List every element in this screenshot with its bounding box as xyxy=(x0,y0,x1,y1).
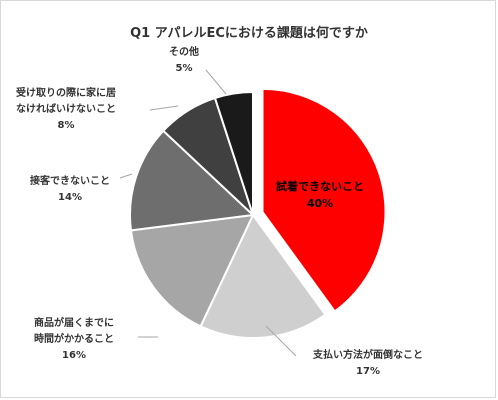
leader-line-4 xyxy=(119,173,133,179)
slice-value-label-3: 16% xyxy=(62,350,86,361)
leader-line-6 xyxy=(205,69,227,95)
pie-slice-2 xyxy=(199,213,327,339)
slice-category-label-2: 支払い方法が面倒なこと xyxy=(312,348,423,361)
slice-value-label-1: 40% xyxy=(307,197,333,210)
pie-slice-4 xyxy=(129,129,256,232)
pie-slice-3 xyxy=(129,213,255,328)
slice-category-label-3: 時間がかかること xyxy=(34,332,114,345)
slice-value-label-5: 8% xyxy=(58,120,75,131)
pie-slice-6 xyxy=(213,90,254,216)
pie-slice-1 xyxy=(261,87,387,313)
slice-value-label-6: 5% xyxy=(176,63,193,74)
slice-category-label-3: 商品が届くまでに xyxy=(34,316,114,329)
slice-category-label-5: なければいけないこと xyxy=(16,102,116,115)
slice-category-label-5: 受け取りの際に家に居 xyxy=(16,86,116,99)
slice-category-label-6: その他 xyxy=(169,45,199,58)
slice-value-label-4: 14% xyxy=(58,192,82,203)
chart-title: Q1 アパレルECにおける課題は何ですか xyxy=(130,26,368,41)
slice-value-label-2: 17% xyxy=(356,366,380,377)
leader-line-5 xyxy=(149,105,179,111)
slice-category-label-1: 試着できないこと xyxy=(276,179,364,193)
leader-line-2 xyxy=(265,325,297,357)
slice-category-label-4: 接客できないこと xyxy=(30,174,110,187)
